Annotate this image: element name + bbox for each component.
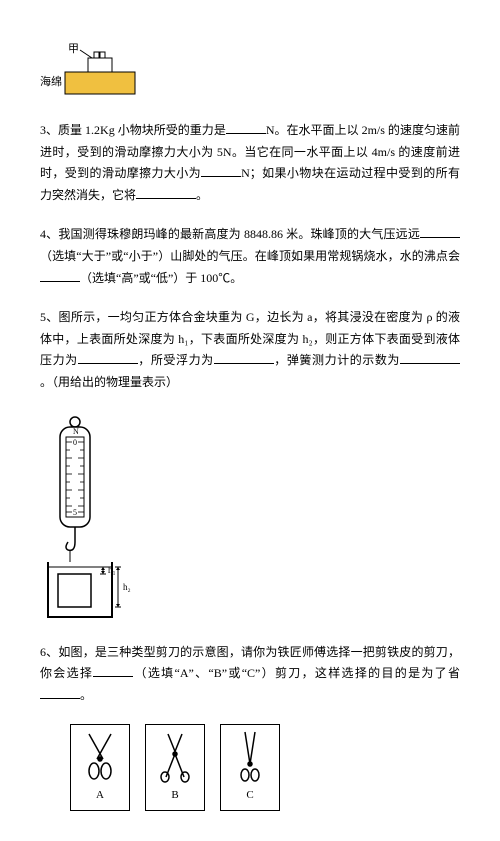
q6-blank-2[interactable] <box>40 686 80 699</box>
q3-num: 3、 <box>40 123 58 137</box>
q4-blank-2[interactable] <box>40 269 80 282</box>
q3-blank-1[interactable] <box>226 121 266 134</box>
question-4: 4、我国测得珠穆朗玛峰的最新高度为 8848.86 米。珠峰顶的大气压远远 （选填… <box>40 224 460 289</box>
h2-label: h₂ <box>123 582 131 592</box>
question-6: 6、如图，是三种类型剪刀的示意图，请你为铁匠师傅选择一把剪铁皮的剪刀，你会选择（… <box>40 642 460 707</box>
scissors-label-a: A <box>75 786 125 806</box>
q5-blank-1[interactable] <box>78 351 138 364</box>
scale-top: 0 <box>73 438 77 447</box>
scissors-label-c: C <box>225 786 275 806</box>
figure-spring-scale: 0 5 N h₁ h₂ <box>40 412 460 622</box>
scissors-box-c: C <box>220 724 280 811</box>
scale-unit: N <box>73 427 79 436</box>
scissors-box-b: B <box>145 724 205 811</box>
figure-sponge-block: 甲 海绵 <box>40 40 460 100</box>
scissors-c-icon <box>229 729 271 784</box>
q4-num: 4、 <box>40 227 58 241</box>
question-3: 3、质量 1.2Kg 小物块所受的重力是N。在水平面上以 2m/s 的速度匀速前… <box>40 120 460 206</box>
q5-num: 5、 <box>40 310 59 324</box>
label-top: 甲 <box>68 43 79 55</box>
question-5: 5、图所示，一均匀正方体合金块重为 G，边长为 a，将其浸没在密度为 ρ 的液体… <box>40 307 460 393</box>
q5-blank-2[interactable] <box>214 351 274 364</box>
q5-text-d: 。（用给出的物理量表示） <box>40 375 178 389</box>
scissors-a-icon <box>79 729 121 784</box>
q5-text-b: ，所受浮力为 <box>138 353 214 367</box>
h1-label: h₁ <box>108 565 116 575</box>
q6-text-c: 。 <box>80 688 92 702</box>
q6-text-b: （选填“A”、“B”或“C”）剪刀，这样选择的目的是为了省 <box>133 666 460 680</box>
scale-bottom: 5 <box>73 508 77 517</box>
q4-text-a: 我国测得珠穆朗玛峰的最新高度为 8848.86 米。珠峰顶的大气压远远 <box>58 227 420 241</box>
q4-text-c: （选填“高”或“低”）于 100℃。 <box>80 271 242 285</box>
q3-text-d: 。 <box>196 188 208 202</box>
sponge-diagram: 甲 海绵 <box>40 40 150 100</box>
q4-blank-1[interactable] <box>420 225 460 238</box>
q4-text-b: （选填“大于”或“小于”）山脚处的气压。在峰顶如果用常规锅烧水，水的沸点会 <box>40 249 460 263</box>
scissors-box-a: A <box>70 724 130 811</box>
label-left: 海绵 <box>40 74 62 88</box>
q3-text-a: 质量 1.2Kg 小物块所受的重力是 <box>58 123 226 137</box>
q5-text-c: ，弹簧测力计的示数为 <box>274 353 400 367</box>
scissors-b-icon <box>154 729 196 784</box>
q3-blank-3[interactable] <box>136 186 196 199</box>
q5-blank-3[interactable] <box>400 351 460 364</box>
q6-blank-1[interactable] <box>93 664 133 677</box>
spring-scale-diagram: 0 5 N h₁ h₂ <box>40 412 160 622</box>
q6-num: 6、 <box>40 645 58 659</box>
scissors-row: A B C <box>70 724 460 811</box>
q3-blank-2[interactable] <box>201 164 241 177</box>
scissors-label-b: B <box>150 786 200 806</box>
